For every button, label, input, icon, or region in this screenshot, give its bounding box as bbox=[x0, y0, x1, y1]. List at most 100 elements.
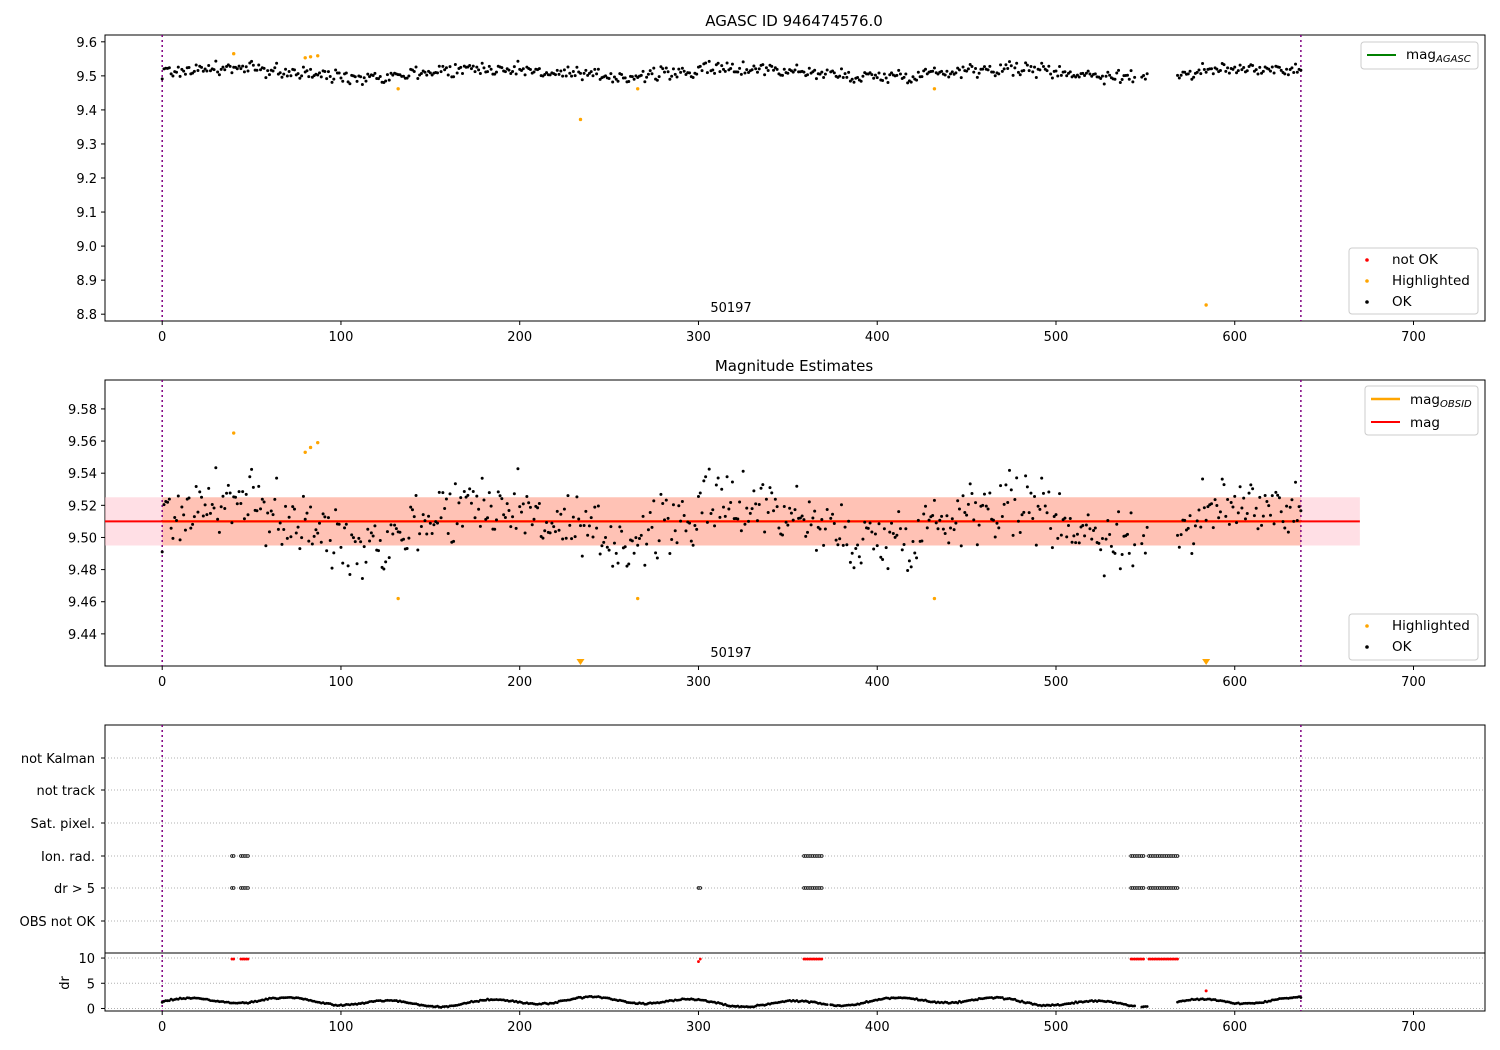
ok-point bbox=[872, 547, 876, 551]
ok-point bbox=[553, 73, 557, 77]
ok-point bbox=[573, 535, 577, 539]
ok-point bbox=[820, 518, 824, 522]
ok-point bbox=[341, 79, 345, 83]
ok-point bbox=[711, 68, 715, 72]
ok-point bbox=[1179, 73, 1183, 77]
off-scale-marker bbox=[576, 659, 585, 665]
panel-magnitude-estimates: Magnitude Estimates 50197 0 100 200 300 400 5… bbox=[68, 357, 1486, 690]
ok-point bbox=[1218, 68, 1222, 72]
ok-point bbox=[387, 78, 391, 82]
ok-point bbox=[834, 538, 838, 542]
ok-point bbox=[212, 506, 216, 510]
ok-point bbox=[772, 509, 776, 513]
ok-point bbox=[221, 494, 225, 498]
ok-point bbox=[981, 503, 985, 507]
ok-point bbox=[997, 526, 1001, 530]
highlighted-point bbox=[578, 117, 583, 122]
ok-point bbox=[915, 78, 919, 82]
ok-point bbox=[160, 550, 164, 554]
ok-point bbox=[516, 467, 520, 471]
ok-point bbox=[416, 548, 420, 552]
ok-point bbox=[384, 79, 388, 83]
ok-point bbox=[748, 511, 752, 515]
ok-point bbox=[443, 68, 447, 72]
ok-point bbox=[1050, 76, 1054, 80]
svg-text:magAGASC: magAGASC bbox=[1406, 47, 1471, 65]
ok-point bbox=[879, 555, 883, 559]
ok-point bbox=[500, 497, 504, 501]
ok-point bbox=[825, 508, 829, 512]
ok-point bbox=[809, 523, 813, 527]
ok-point bbox=[650, 525, 654, 529]
ok-point bbox=[453, 482, 457, 486]
ok-point bbox=[641, 514, 645, 518]
ok-point bbox=[679, 70, 683, 74]
ok-point bbox=[1179, 533, 1183, 537]
ok-point bbox=[228, 64, 232, 68]
ok-point bbox=[416, 77, 420, 81]
y-tick-label: 9.54 bbox=[68, 467, 97, 482]
ok-point bbox=[970, 65, 974, 69]
ok-point bbox=[777, 526, 781, 530]
ok-point bbox=[425, 532, 429, 536]
ok-point bbox=[387, 556, 391, 560]
panel-agasc: AGASC ID 946474576.0 50197 0 100 200 300 400… bbox=[76, 12, 1486, 345]
x-tick-label: 200 bbox=[507, 675, 532, 690]
ok-point bbox=[923, 504, 927, 508]
ok-point bbox=[1142, 73, 1146, 77]
ok-point bbox=[1054, 69, 1058, 73]
ok-point bbox=[755, 519, 759, 523]
x-tick-label: 100 bbox=[329, 1020, 354, 1035]
ok-point bbox=[171, 536, 175, 540]
ok-point bbox=[770, 491, 774, 495]
ok-point bbox=[366, 527, 370, 531]
ok-point bbox=[182, 513, 186, 517]
ok-point bbox=[298, 547, 302, 551]
x-tick-label: 300 bbox=[686, 1020, 711, 1035]
ok-point bbox=[1265, 500, 1269, 504]
ok-point bbox=[183, 528, 187, 532]
panel2-legend-points: Highlighted OK bbox=[1348, 613, 1479, 661]
ok-point bbox=[866, 526, 870, 530]
legend-mag-obsid: mag bbox=[1410, 392, 1440, 408]
ok-point bbox=[448, 65, 452, 69]
ok-point bbox=[632, 77, 636, 81]
ok-point bbox=[1011, 533, 1015, 537]
highlighted-point bbox=[232, 52, 236, 56]
y-tick-label: 8.9 bbox=[76, 274, 97, 289]
ok-point bbox=[920, 539, 924, 543]
ok-point bbox=[410, 508, 414, 512]
ok-point bbox=[289, 74, 293, 78]
ok-point bbox=[961, 65, 965, 69]
ok-point bbox=[532, 517, 536, 521]
ok-point bbox=[478, 524, 482, 528]
highlighted-point bbox=[396, 87, 400, 91]
ok-point bbox=[1022, 510, 1026, 514]
ok-point bbox=[695, 527, 699, 531]
ok-point bbox=[1047, 490, 1051, 494]
ok-point bbox=[550, 521, 554, 525]
ok-point bbox=[1288, 505, 1292, 509]
ok-point bbox=[786, 71, 790, 75]
ok-point bbox=[325, 549, 329, 553]
flag-point bbox=[820, 886, 824, 890]
ok-point bbox=[1204, 70, 1208, 74]
ok-point bbox=[414, 493, 418, 497]
panel1-yticks: 9.6 9.5 9.4 9.3 9.2 9.1 9.0 8.9 8.8 bbox=[76, 36, 105, 323]
ok-point bbox=[1277, 496, 1281, 500]
x-tick-label: 500 bbox=[1044, 330, 1069, 345]
ok-point bbox=[1258, 495, 1262, 499]
ok-point bbox=[1070, 540, 1074, 544]
ok-point bbox=[570, 74, 574, 78]
ok-point bbox=[725, 475, 729, 479]
ok-point bbox=[882, 527, 886, 531]
ok-point bbox=[1118, 80, 1122, 84]
ok-point bbox=[516, 59, 520, 63]
ok-point bbox=[1188, 69, 1192, 73]
ok-point bbox=[1199, 72, 1203, 76]
ok-point bbox=[578, 71, 582, 75]
ok-point bbox=[325, 77, 329, 81]
ok-point bbox=[711, 508, 715, 512]
ok-point bbox=[800, 514, 804, 518]
ok-point bbox=[1143, 551, 1147, 555]
